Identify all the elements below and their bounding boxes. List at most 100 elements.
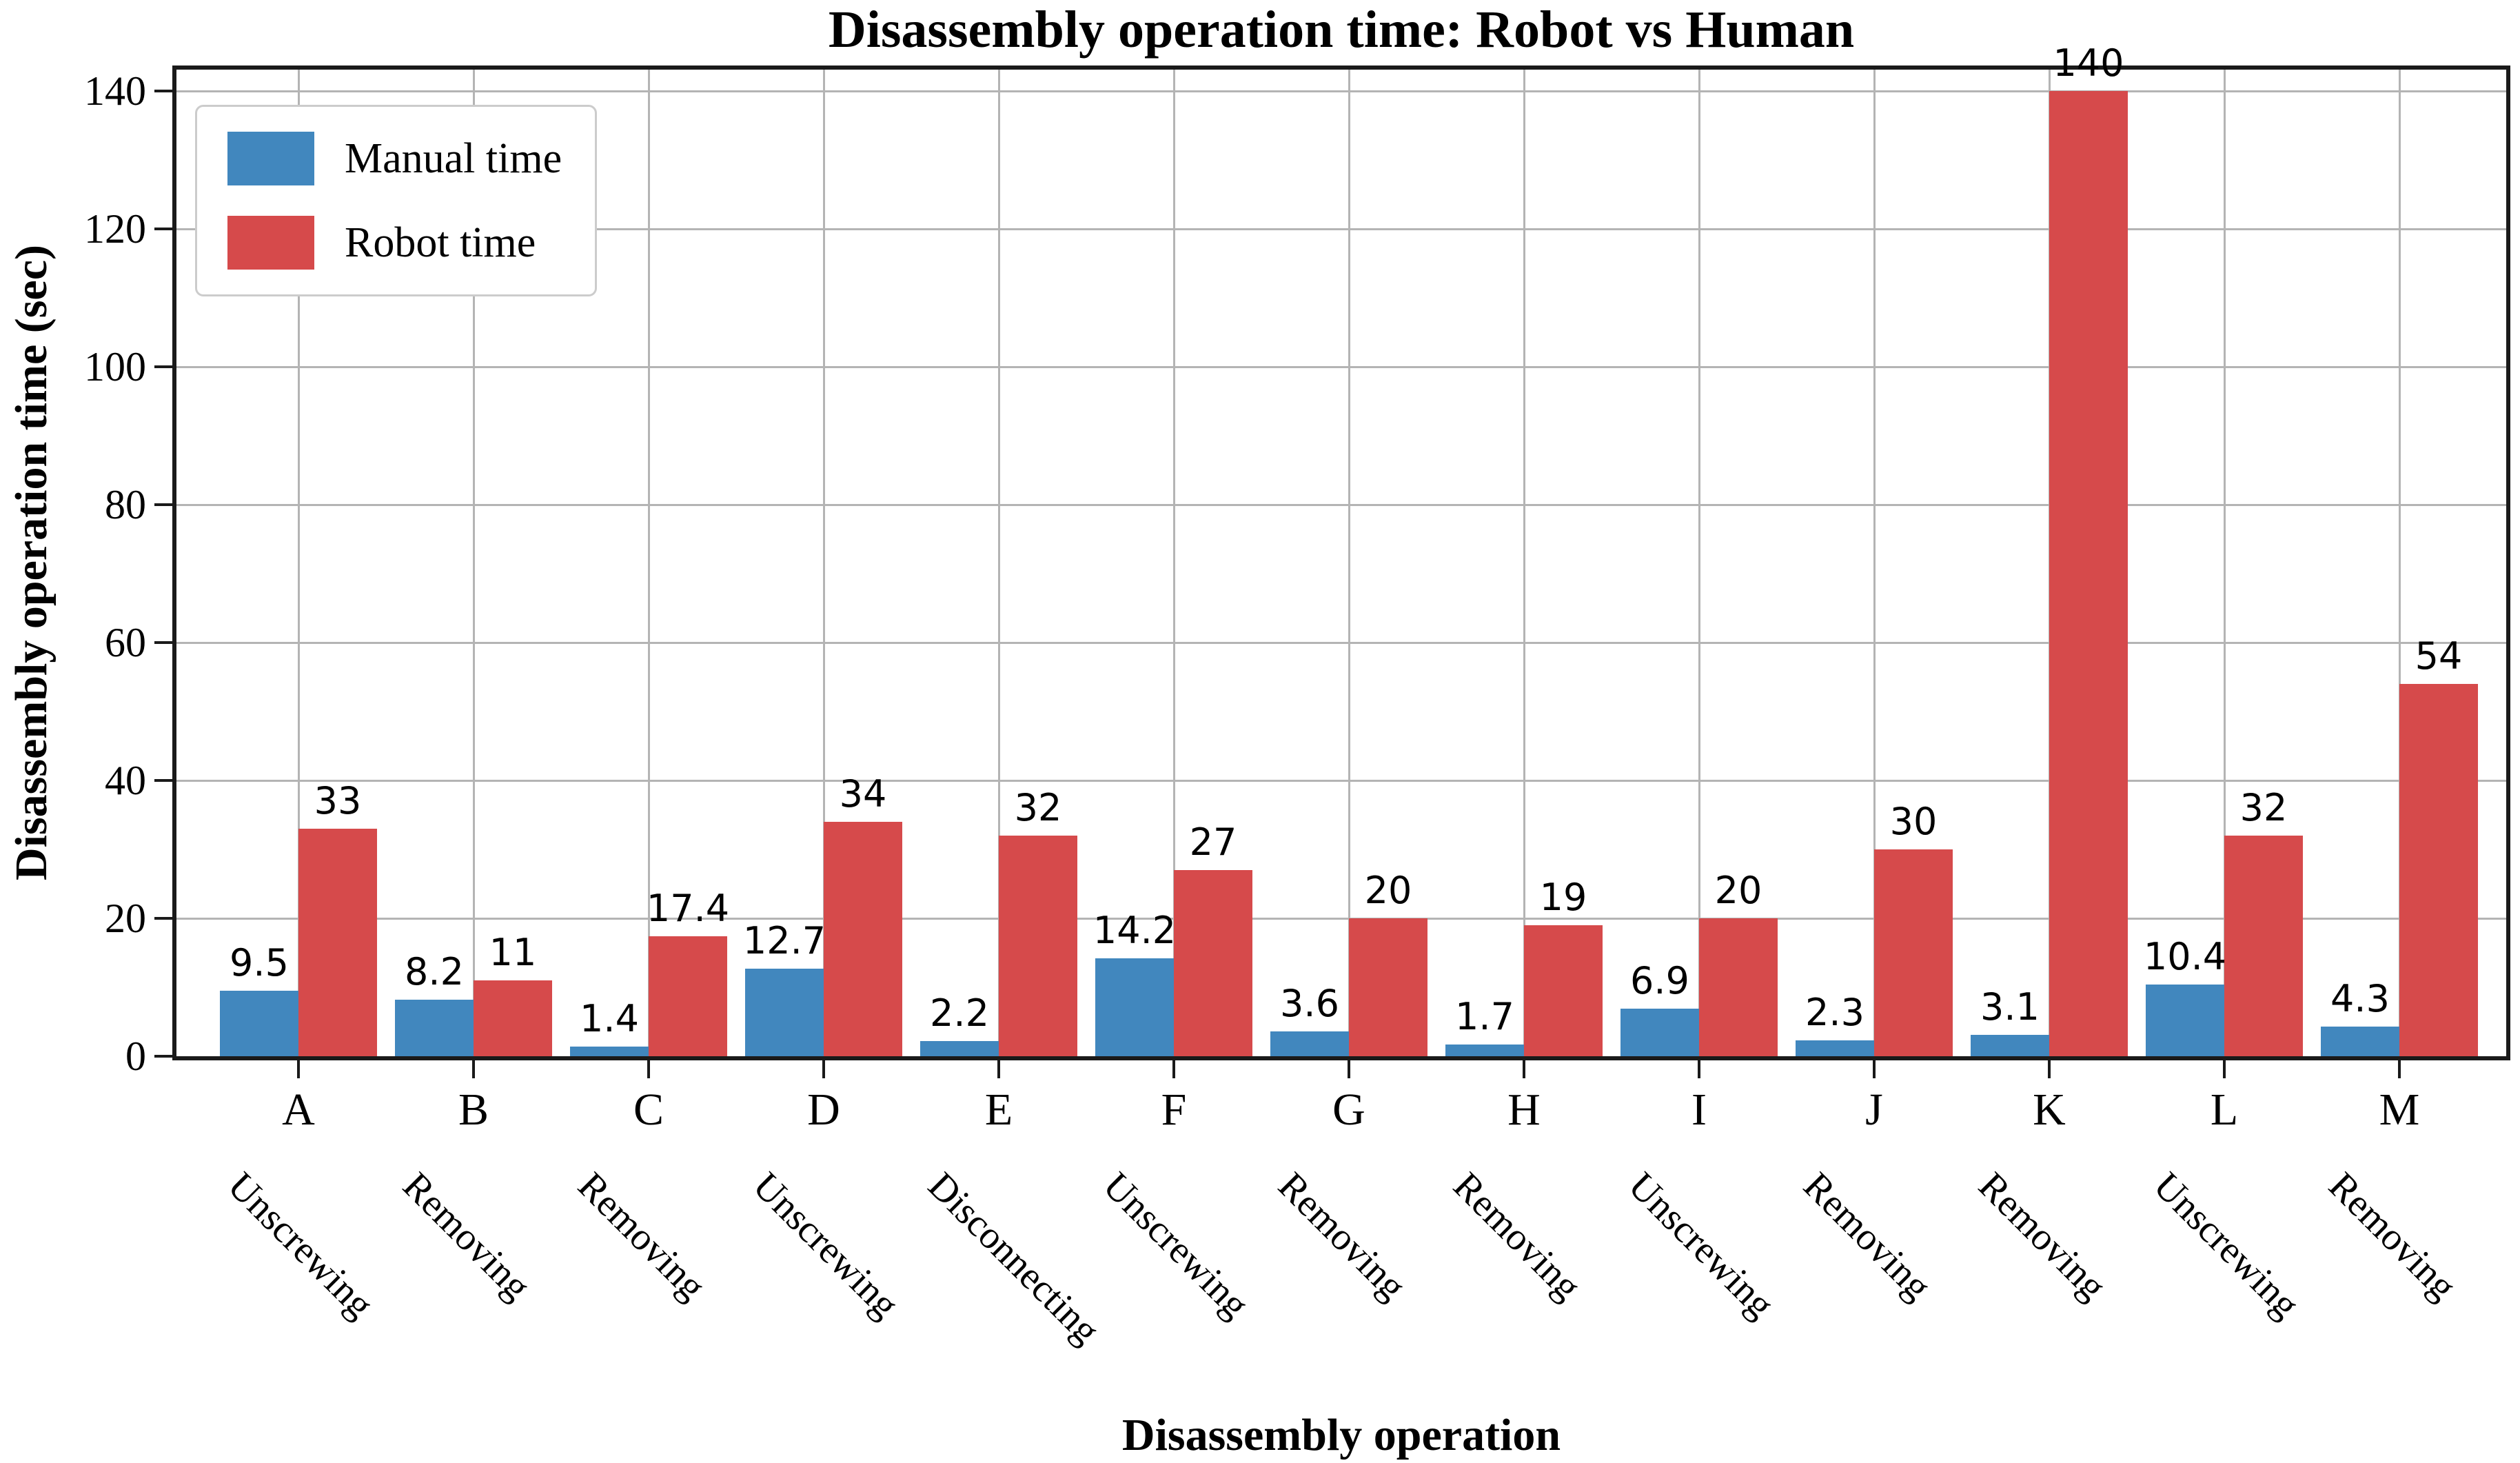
x-tick-letter: I [1691, 1084, 1707, 1135]
x-tick-operation-label: Unscrewing [219, 1164, 382, 1326]
bar-value-label: 6.9 [1630, 959, 1689, 1002]
x-tick-operation-label: Removing [1795, 1164, 1940, 1309]
x-axis-tick-mark [1172, 1060, 1175, 1078]
x-axis-tick-mark [297, 1060, 300, 1078]
gridline-horizontal [176, 90, 2506, 92]
x-tick-operation-label: Removing [394, 1164, 539, 1309]
robot-time-bar-M [2399, 684, 2478, 1056]
y-tick-label: 140 [84, 68, 146, 114]
manual-time-bar-H [1445, 1045, 1524, 1056]
legend-item-manual: Manual time [227, 132, 562, 185]
bar-value-label: 20 [1714, 869, 1762, 912]
bar-value-label: 20 [1364, 869, 1412, 912]
y-axis-tick-mark [154, 228, 172, 230]
bar-value-label: 54 [2415, 634, 2463, 678]
manual-time-bar-D [745, 969, 824, 1056]
y-tick-label: 40 [105, 758, 146, 803]
x-tick-operation-label: Unscrewing [1095, 1164, 1257, 1326]
y-axis-tick-mark [154, 641, 172, 644]
gridline-horizontal [176, 365, 2506, 368]
x-axis-tick-mark [2223, 1060, 2226, 1078]
y-tick-label: 100 [84, 344, 146, 390]
bar-value-label: 1.7 [1455, 995, 1514, 1038]
x-axis-tick-mark [1523, 1060, 1525, 1078]
x-tick-operation-label: Removing [1970, 1164, 2115, 1309]
chart-title: Disassembly operation time: Robot vs Hum… [828, 1, 1855, 59]
bar-value-label: 3.6 [1280, 982, 1339, 1025]
manual-time-bar-F [1095, 958, 1174, 1056]
legend-item-robot: Robot time [227, 216, 562, 270]
y-axis-tick-mark [154, 917, 172, 920]
x-axis-tick-mark [1698, 1060, 1700, 1078]
x-axis-tick-mark [2398, 1060, 2401, 1078]
bar-value-label: 10.4 [2143, 935, 2227, 978]
bar-value-label: 30 [1889, 800, 1938, 843]
y-axis-tick-mark [154, 365, 172, 368]
x-tick-operation-label: Unscrewing [2145, 1164, 2308, 1326]
manual-time-swatch-icon [227, 132, 314, 185]
gridline-vertical [1873, 70, 1876, 1056]
gridline-vertical [1698, 70, 1700, 1056]
x-axis-tick-mark [997, 1060, 1000, 1078]
x-tick-letter: J [1865, 1084, 1883, 1135]
x-tick-operation-label: Removing [2320, 1164, 2465, 1309]
bar-value-label: 4.3 [2330, 977, 2390, 1020]
x-axis-tick-mark [472, 1060, 475, 1078]
x-axis-tick-mark [2048, 1060, 2051, 1078]
robot-time-bar-C [649, 936, 727, 1056]
x-tick-operation-label: Removing [569, 1164, 714, 1309]
gridline-vertical [997, 70, 1000, 1056]
x-tick-letter: L [2210, 1084, 2239, 1135]
robot-time-bar-K [2049, 91, 2128, 1056]
bar-value-label: 32 [2239, 786, 2288, 829]
gridline-vertical [2398, 70, 2401, 1056]
bar-value-label: 14.2 [1093, 909, 1177, 952]
x-tick-letter: A [282, 1084, 315, 1135]
x-tick-letter: D [807, 1084, 840, 1135]
robot-time-bar-D [824, 822, 902, 1056]
robot-time-bar-A [298, 829, 377, 1056]
bar-value-label: 2.3 [1805, 991, 1864, 1034]
gridline-vertical [1172, 70, 1175, 1056]
robot-time-bar-H [1524, 925, 1603, 1056]
x-axis-tick-mark [647, 1060, 650, 1078]
y-axis-tick-mark [154, 503, 172, 506]
y-tick-label: 120 [84, 206, 146, 252]
y-axis-tick-mark [154, 1055, 172, 1058]
gridline-horizontal [176, 641, 2506, 644]
x-tick-letter: B [458, 1084, 489, 1135]
manual-time-bar-K [1971, 1035, 2049, 1056]
y-axis-tick-mark [154, 779, 172, 782]
y-tick-label: 20 [105, 896, 146, 941]
bar-value-label: 11 [489, 931, 537, 974]
gridline-horizontal [176, 779, 2506, 782]
legend-label-manual: Manual time [345, 135, 562, 182]
gridline-vertical [472, 70, 475, 1056]
robot-time-bar-G [1349, 918, 1427, 1056]
bar-value-label: 17.4 [646, 887, 730, 930]
y-tick-label: 80 [105, 482, 146, 527]
robot-time-bar-J [1874, 849, 1953, 1056]
x-axis-tick-mark [1873, 1060, 1876, 1078]
x-tick-letter: F [1161, 1084, 1187, 1135]
gridline-vertical [822, 70, 825, 1056]
gridline-vertical [1523, 70, 1525, 1056]
x-axis-label: Disassembly operation [1121, 1410, 1561, 1460]
bar-value-label: 1.4 [580, 997, 639, 1040]
legend-label-robot: Robot time [345, 219, 536, 266]
bar-value-label: 32 [1014, 786, 1062, 829]
robot-time-bar-B [474, 980, 552, 1056]
legend: Manual time Robot time [195, 105, 598, 296]
bar-value-label: 140 [2053, 41, 2124, 85]
bar-value-label: 12.7 [742, 919, 826, 962]
x-axis-tick-mark [1348, 1060, 1350, 1078]
robot-time-bar-I [1699, 918, 1778, 1056]
x-tick-operation-label: Removing [1270, 1164, 1414, 1309]
gridline-vertical [297, 70, 300, 1056]
robot-time-bar-F [1174, 870, 1252, 1056]
manual-time-bar-C [570, 1047, 649, 1056]
bar-value-label: 33 [314, 779, 362, 823]
x-tick-letter: C [633, 1084, 664, 1135]
bar-value-label: 27 [1189, 820, 1237, 864]
